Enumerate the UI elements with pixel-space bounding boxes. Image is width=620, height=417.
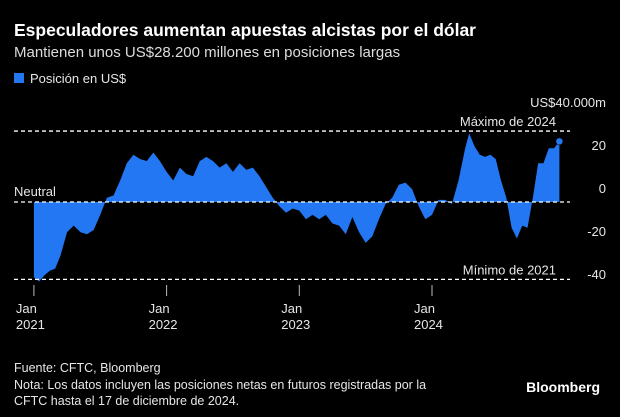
brand: Bloomberg xyxy=(526,379,600,395)
legend-label: Posición en US$ xyxy=(30,71,127,86)
legend-swatch xyxy=(14,73,24,83)
chart-title: Especuladores aumentan apuestas alcistas… xyxy=(14,20,476,40)
y-tick-label: US$40.000m xyxy=(530,95,606,110)
y-tick-label: -40 xyxy=(587,267,606,282)
chart-subtitle: Mantienen unos US$28.200 millones en pos… xyxy=(14,44,400,61)
x-tick-label: Jan 2024 xyxy=(414,301,443,332)
y-tick-label: 0 xyxy=(599,181,606,196)
reference-label: Neutral xyxy=(14,184,56,199)
reference-label: Mínimo de 2021 xyxy=(463,262,556,277)
x-tick-label: Jan 2023 xyxy=(281,301,310,332)
y-tick-label: 20 xyxy=(592,138,606,153)
last-point xyxy=(555,137,564,146)
source: Fuente: CFTC, Bloomberg xyxy=(14,361,161,375)
x-tick-label: Jan 2022 xyxy=(149,301,178,332)
area xyxy=(33,133,560,282)
reference-label: Máximo de 2024 xyxy=(460,114,556,129)
y-tick-label: -20 xyxy=(587,224,606,239)
x-tick-label: Jan 2021 xyxy=(16,301,45,332)
note-line: Nota: Los datos incluyen las posiciones … xyxy=(14,378,426,392)
note-line: CFTC hasta el 17 de diciembre de 2024. xyxy=(14,394,239,408)
